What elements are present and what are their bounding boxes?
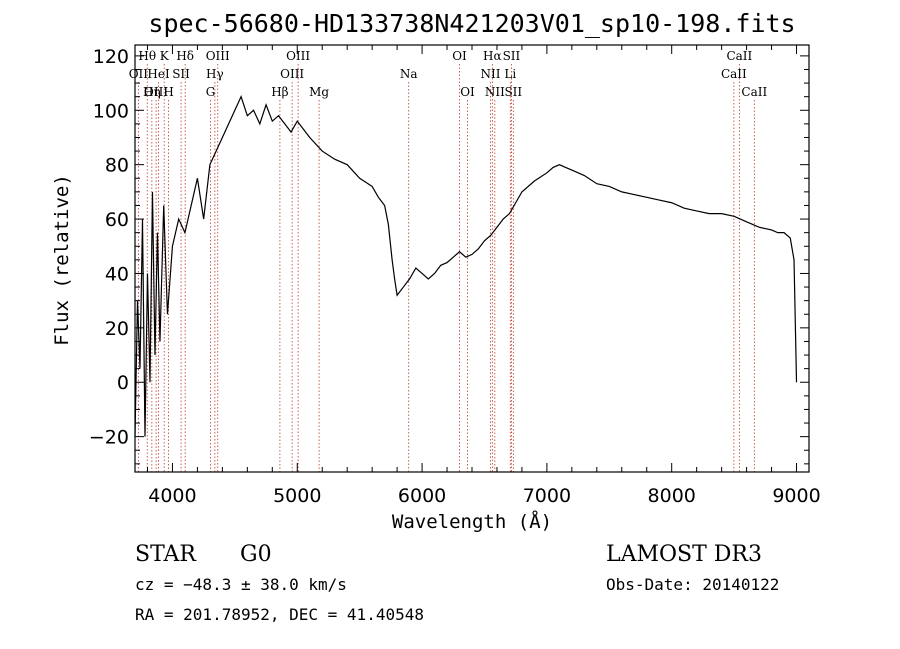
- survey-name: LAMOST DR3: [606, 542, 762, 567]
- y-tick-label: 20: [105, 318, 129, 340]
- y-tick-label: 60: [105, 209, 129, 231]
- spectral-line-label: Hη: [143, 85, 161, 99]
- spectral-line-label: HeI: [147, 67, 170, 81]
- spectral-line-label: SII: [504, 85, 522, 99]
- y-tick-label: 120: [93, 46, 129, 68]
- x-tick-label: 4000: [148, 485, 196, 507]
- spectral-line-label: OI: [460, 85, 475, 99]
- chart-title: spec-56680-HD133738N421203V01_sp10-198.f…: [148, 9, 795, 38]
- spectral-line-label: OIII: [286, 49, 310, 63]
- x-axis-ticks: 4000 5000 6000 7000 8000 9000: [146, 45, 821, 507]
- spectral-line-label: OII: [129, 67, 149, 81]
- spectral-line-label: Hγ: [206, 67, 224, 81]
- spectral-line-label: Mg: [309, 85, 329, 99]
- spectral-line-label: NII: [480, 67, 500, 81]
- spectral-line-label: NII: [485, 85, 505, 99]
- spectral-line-label: CaII: [726, 49, 752, 63]
- spectral-line-label: G: [206, 85, 216, 99]
- y-tick-label: 80: [105, 155, 129, 177]
- spectral-line-label: SII: [172, 67, 190, 81]
- sky-coordinates: RA = 201.78952, DEC = 41.40548: [135, 605, 424, 624]
- plot-frame: [134, 44, 810, 473]
- x-tick-label: 8000: [648, 485, 696, 507]
- spectral-line-label: CaII: [721, 67, 747, 81]
- spectral-line-label: CaII: [741, 85, 767, 99]
- redshift-cz: cz = −48.3 ± 38.0 km/s: [135, 575, 347, 594]
- spectral-line-label: Hθ: [138, 49, 156, 63]
- object-subclass: G0: [240, 542, 272, 567]
- spectral-line-label: OIII: [144, 85, 168, 99]
- y-tick-label: −20: [89, 427, 129, 449]
- spectral-line-markers: [137, 64, 755, 472]
- y-axis-ticks: −20 0 20 40 60 80 100 120: [89, 46, 809, 465]
- spectral-line-label: SII: [503, 49, 521, 63]
- y-tick-label: 100: [93, 100, 129, 122]
- x-tick-label: 5000: [273, 485, 321, 507]
- y-tick-label: 40: [105, 263, 129, 285]
- y-tick-label: 0: [117, 372, 129, 394]
- x-tick-label: 7000: [523, 485, 571, 507]
- spectral-line-label: H: [163, 85, 173, 99]
- spectral-line-label: OIII: [206, 49, 230, 63]
- spectrum-line: [134, 95, 798, 437]
- object-class: STAR: [135, 542, 197, 567]
- spectral-line-label: Hβ: [271, 85, 288, 99]
- spectral-line-label: Na: [400, 67, 418, 81]
- spectral-line-label: Hα: [483, 49, 502, 63]
- x-axis-label: Wavelength (Å): [392, 510, 552, 533]
- spectral-line-label: K: [160, 49, 170, 63]
- y-axis-label: Flux (relative): [51, 174, 73, 346]
- observation-date: Obs-Date: 20140122: [606, 575, 779, 594]
- spectral-line-label: Hδ: [176, 49, 194, 63]
- spectral-line-label: Li: [504, 67, 516, 81]
- spectral-line-label: OI: [452, 49, 467, 63]
- spectral-line-label: OIII: [280, 67, 304, 81]
- x-tick-label: 6000: [398, 485, 446, 507]
- x-tick-label: 9000: [772, 485, 820, 507]
